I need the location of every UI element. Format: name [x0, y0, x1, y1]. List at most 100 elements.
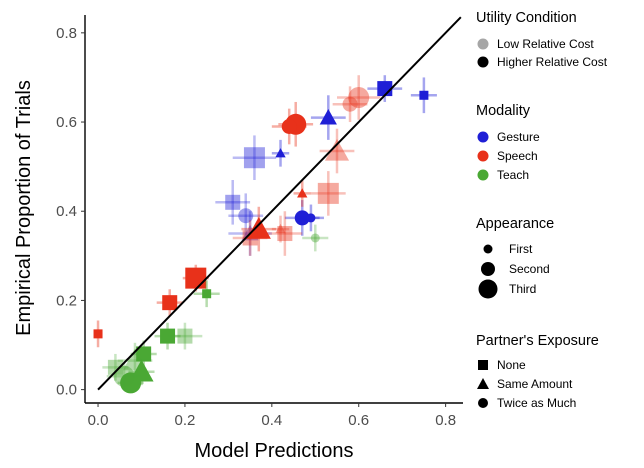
marker-twice [281, 118, 297, 134]
legend-gesture-label: Gesture [497, 130, 540, 144]
data-point-teach-same [128, 358, 155, 386]
marker-none [317, 182, 339, 204]
legend-second-swatch [481, 262, 495, 276]
legend-same-amount-swatch [477, 378, 489, 389]
legend-speech-label: Speech [497, 149, 538, 163]
marker-none [93, 329, 103, 339]
data-point-gesture-same [271, 139, 290, 167]
data-point-speech-twice [271, 108, 307, 145]
legend-exposure: Partner's Exposure None Same Amount Twic… [476, 333, 599, 410]
y-axis-title: Empirical Proportion of Trials [13, 80, 35, 336]
legend-none-swatch [478, 360, 488, 370]
legend-third-label: Third [509, 282, 536, 296]
data-point-speech-same [293, 180, 311, 207]
legend-gesture-swatch [477, 131, 489, 143]
axes: 0.0 0.2 0.4 0.6 0.8 0.0 0.2 0.4 0.6 0.8 [56, 15, 463, 429]
x-tick-label: 0.2 [175, 412, 196, 429]
legend-low-cost-swatch [477, 38, 489, 50]
data-point-speech-none [182, 264, 209, 292]
marker-same [129, 359, 154, 382]
y-tick-label: 0.2 [56, 292, 77, 309]
legend-twice-as-much-swatch [478, 398, 488, 408]
marker-none [136, 346, 152, 362]
marker-none [162, 295, 178, 311]
marker-none [277, 226, 293, 242]
y-tick-label: 0.4 [56, 203, 77, 220]
marker-same [275, 148, 286, 158]
data-point-teach-none [167, 322, 203, 350]
data-point-gesture-none [215, 180, 251, 225]
legend-appearance: Appearance First Second Third [476, 216, 554, 299]
data-point-speech-twice [337, 75, 381, 120]
data-point-speech-none [310, 171, 346, 216]
marker-twice [342, 96, 358, 112]
y-tick-label: 0.8 [56, 25, 77, 42]
marker-none [107, 359, 123, 375]
identity-reference-line [97, 16, 462, 391]
marker-same [275, 223, 286, 234]
marker-none [419, 90, 429, 100]
marker-twice [294, 210, 310, 226]
data-point-gesture-same [310, 95, 346, 140]
marker-twice [348, 87, 370, 109]
data-point-speech-same [319, 128, 355, 174]
legend-appearance-title: Appearance [476, 216, 554, 232]
marker-none [202, 289, 212, 299]
marker-same [122, 348, 148, 371]
marker-twice [310, 233, 320, 243]
data-point-gesture-twice [297, 204, 324, 232]
legend-speech-swatch [477, 150, 489, 162]
marker-same [246, 216, 271, 239]
marker-same [319, 108, 337, 125]
legend-third-swatch [478, 279, 498, 299]
legend-teach-swatch [477, 169, 489, 181]
legend-second-label: Second [509, 262, 550, 276]
y-tick-label: 0.0 [56, 382, 77, 399]
x-tick-label: 0.4 [261, 412, 282, 429]
legend-exposure-title: Partner's Exposure [476, 333, 599, 349]
x-tick-label: 0.8 [435, 412, 456, 429]
data-point-teach-none [102, 353, 129, 381]
legend-high-cost-swatch [477, 56, 489, 68]
marker-same [297, 188, 308, 198]
marker-twice [238, 208, 254, 224]
legend-utility: Utility Condition Low Relative Cost High… [476, 10, 608, 69]
data-point-teach-twice [106, 362, 142, 390]
y-tick-label: 0.6 [56, 114, 77, 131]
data-point-speech-none [93, 320, 103, 348]
marker-none [225, 194, 241, 210]
marker-none [160, 328, 176, 344]
legend-low-cost-label: Low Relative Cost [497, 37, 594, 51]
x-axis-title: Model Predictions [195, 440, 354, 462]
data-point-teach-none [130, 340, 157, 368]
data-points [93, 75, 437, 394]
marker-none [177, 328, 193, 344]
data-point-gesture-none [410, 77, 437, 114]
data-point-gesture-none [232, 135, 277, 181]
legend-none-label: None [497, 358, 526, 372]
legend-modality-title: Modality [476, 103, 531, 119]
marker-none [242, 230, 258, 246]
marker-twice [113, 365, 135, 387]
data-point-teach-none [193, 280, 220, 308]
data-point-speech-twice [332, 86, 368, 123]
data-point-teach-twice [302, 224, 329, 252]
marker-none [185, 267, 207, 289]
data-point-speech-none [156, 289, 183, 317]
legend-modality: Modality Gesture Speech Teach [476, 103, 540, 182]
x-tick-label: 0.6 [348, 412, 369, 429]
legend-first-label: First [509, 242, 533, 256]
legend-same-amount-label: Same Amount [497, 377, 573, 391]
legend-high-cost-label: Higher Relative Cost [497, 55, 608, 69]
data-point-gesture-twice [228, 193, 264, 238]
legend-first-swatch [483, 244, 493, 254]
data-point-speech-none [232, 220, 268, 256]
marker-none [243, 147, 265, 169]
data-point-teach-same [117, 342, 153, 379]
legend-twice-as-much-label: Twice as Much [497, 396, 576, 410]
data-point-speech-same [241, 206, 277, 252]
data-point-speech-none [267, 211, 303, 256]
x-tick-label: 0.0 [88, 412, 109, 429]
data-point-teach-none [154, 322, 181, 350]
